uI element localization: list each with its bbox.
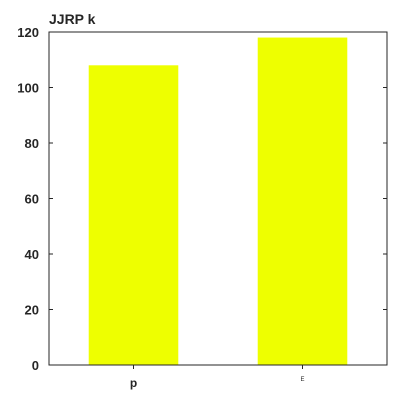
bar-0: [88, 65, 179, 366]
y-tick-label: 120: [17, 25, 39, 40]
y-tick-label: 60: [25, 192, 39, 207]
y-axis: 0 20 40 60 80 100 120: [17, 25, 387, 373]
x-tick-label: Ε: [300, 377, 304, 383]
x-tick-label: p: [130, 376, 137, 390]
bars-group: [88, 37, 348, 366]
y-tick-label: 40: [25, 247, 39, 262]
chart-title: JJRP k: [49, 11, 96, 27]
y-tick-label: 100: [17, 81, 39, 96]
bar-1: [257, 37, 348, 366]
y-tick-label: 80: [25, 136, 39, 151]
y-tick-label: 0: [32, 358, 39, 373]
y-tick-label: 20: [25, 303, 39, 318]
